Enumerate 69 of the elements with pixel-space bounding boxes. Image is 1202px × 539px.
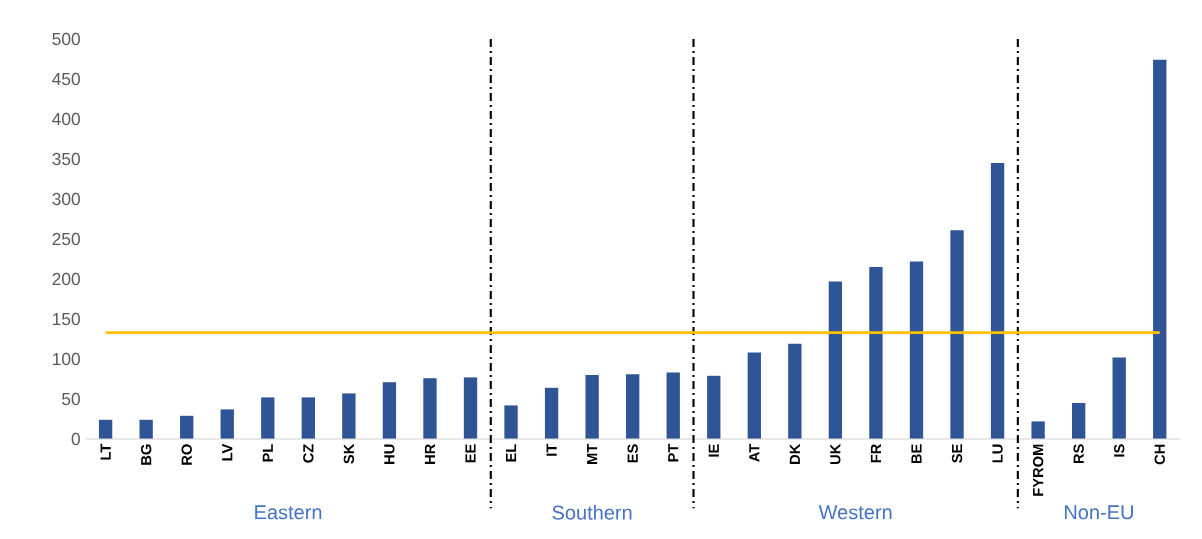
- text: Eastern: [255, 505, 322, 520]
- y-tick-label: 0: [71, 432, 80, 446]
- x-tick-label: FR: [870, 444, 881, 463]
- x-tick-label: LT: [100, 443, 111, 460]
- bar: [180, 415, 194, 439]
- bar: [1031, 421, 1045, 439]
- x-tick-label: FYROM: [1032, 444, 1044, 496]
- x-tick-label: PL: [262, 444, 273, 462]
- bar: [707, 375, 721, 439]
- bar: [869, 267, 883, 439]
- bar: [828, 281, 843, 439]
- bar: [788, 343, 802, 439]
- bar: [220, 409, 234, 439]
- x-tick-label: PT: [668, 443, 679, 462]
- bar: [1071, 403, 1086, 439]
- text: Southern: [552, 504, 632, 520]
- x-tick-label: EL: [506, 444, 517, 462]
- x-tick-label: SK: [343, 443, 355, 464]
- x-tick-label: CZ: [303, 444, 314, 463]
- text: Western: [818, 505, 892, 520]
- bar: [342, 393, 356, 439]
- x-tick-label: MT: [587, 443, 598, 464]
- y-tick-label: 100: [53, 352, 80, 366]
- bar: [98, 419, 113, 439]
- bar: [463, 377, 478, 439]
- x-tick-label: IS: [1114, 444, 1125, 457]
- y-tick-label: 250: [52, 232, 80, 246]
- text: Non-EU: [1064, 505, 1133, 520]
- bar: [382, 382, 397, 439]
- bar: [1112, 357, 1126, 439]
- y-tick-label: 300: [52, 192, 80, 206]
- x-tick-label: IT: [546, 443, 557, 456]
- y-tick-label: 400: [52, 112, 80, 126]
- x-tick-label: LV: [222, 443, 233, 461]
- x-tick-label: AT: [749, 443, 760, 462]
- x-tick-label: CH: [1154, 444, 1165, 465]
- bar: [423, 378, 437, 439]
- y-tick-label: 500: [52, 32, 80, 46]
- x-tick-label: ES: [627, 444, 638, 463]
- x-tick-label: SE: [951, 444, 963, 463]
- x-tick-label: IE: [708, 444, 719, 457]
- bar: [950, 230, 964, 439]
- bar: [544, 387, 559, 439]
- y-tick-label: 50: [62, 392, 80, 406]
- x-tick-label: RO: [181, 444, 192, 465]
- x-tick-label: RS: [1073, 444, 1084, 464]
- x-tick-label: LU: [992, 444, 1003, 463]
- x-tick-label: BE: [911, 444, 922, 464]
- x-tick-label: EE: [465, 444, 476, 463]
- bar: [626, 374, 640, 439]
- bar: [990, 163, 1005, 439]
- x-tick-label: DK: [789, 443, 800, 464]
- bar: [666, 372, 680, 439]
- bar: [1153, 59, 1167, 439]
- bar: [504, 405, 518, 439]
- bar: [747, 352, 761, 439]
- bar: [909, 261, 924, 439]
- y-tick-label: 200: [52, 272, 80, 286]
- x-tick-label: UK: [830, 443, 841, 465]
- x-tick-label: HU: [384, 444, 395, 464]
- bar: [261, 397, 275, 439]
- bar: [585, 375, 599, 439]
- y-tick-label: 150: [53, 312, 80, 326]
- y-tick-label: 450: [52, 72, 80, 86]
- bar: [139, 419, 153, 439]
- y-tick-label: 350: [52, 152, 80, 166]
- x-tick-label: BG: [140, 444, 152, 465]
- bar: [301, 397, 315, 439]
- x-tick-label: HR: [424, 444, 435, 464]
